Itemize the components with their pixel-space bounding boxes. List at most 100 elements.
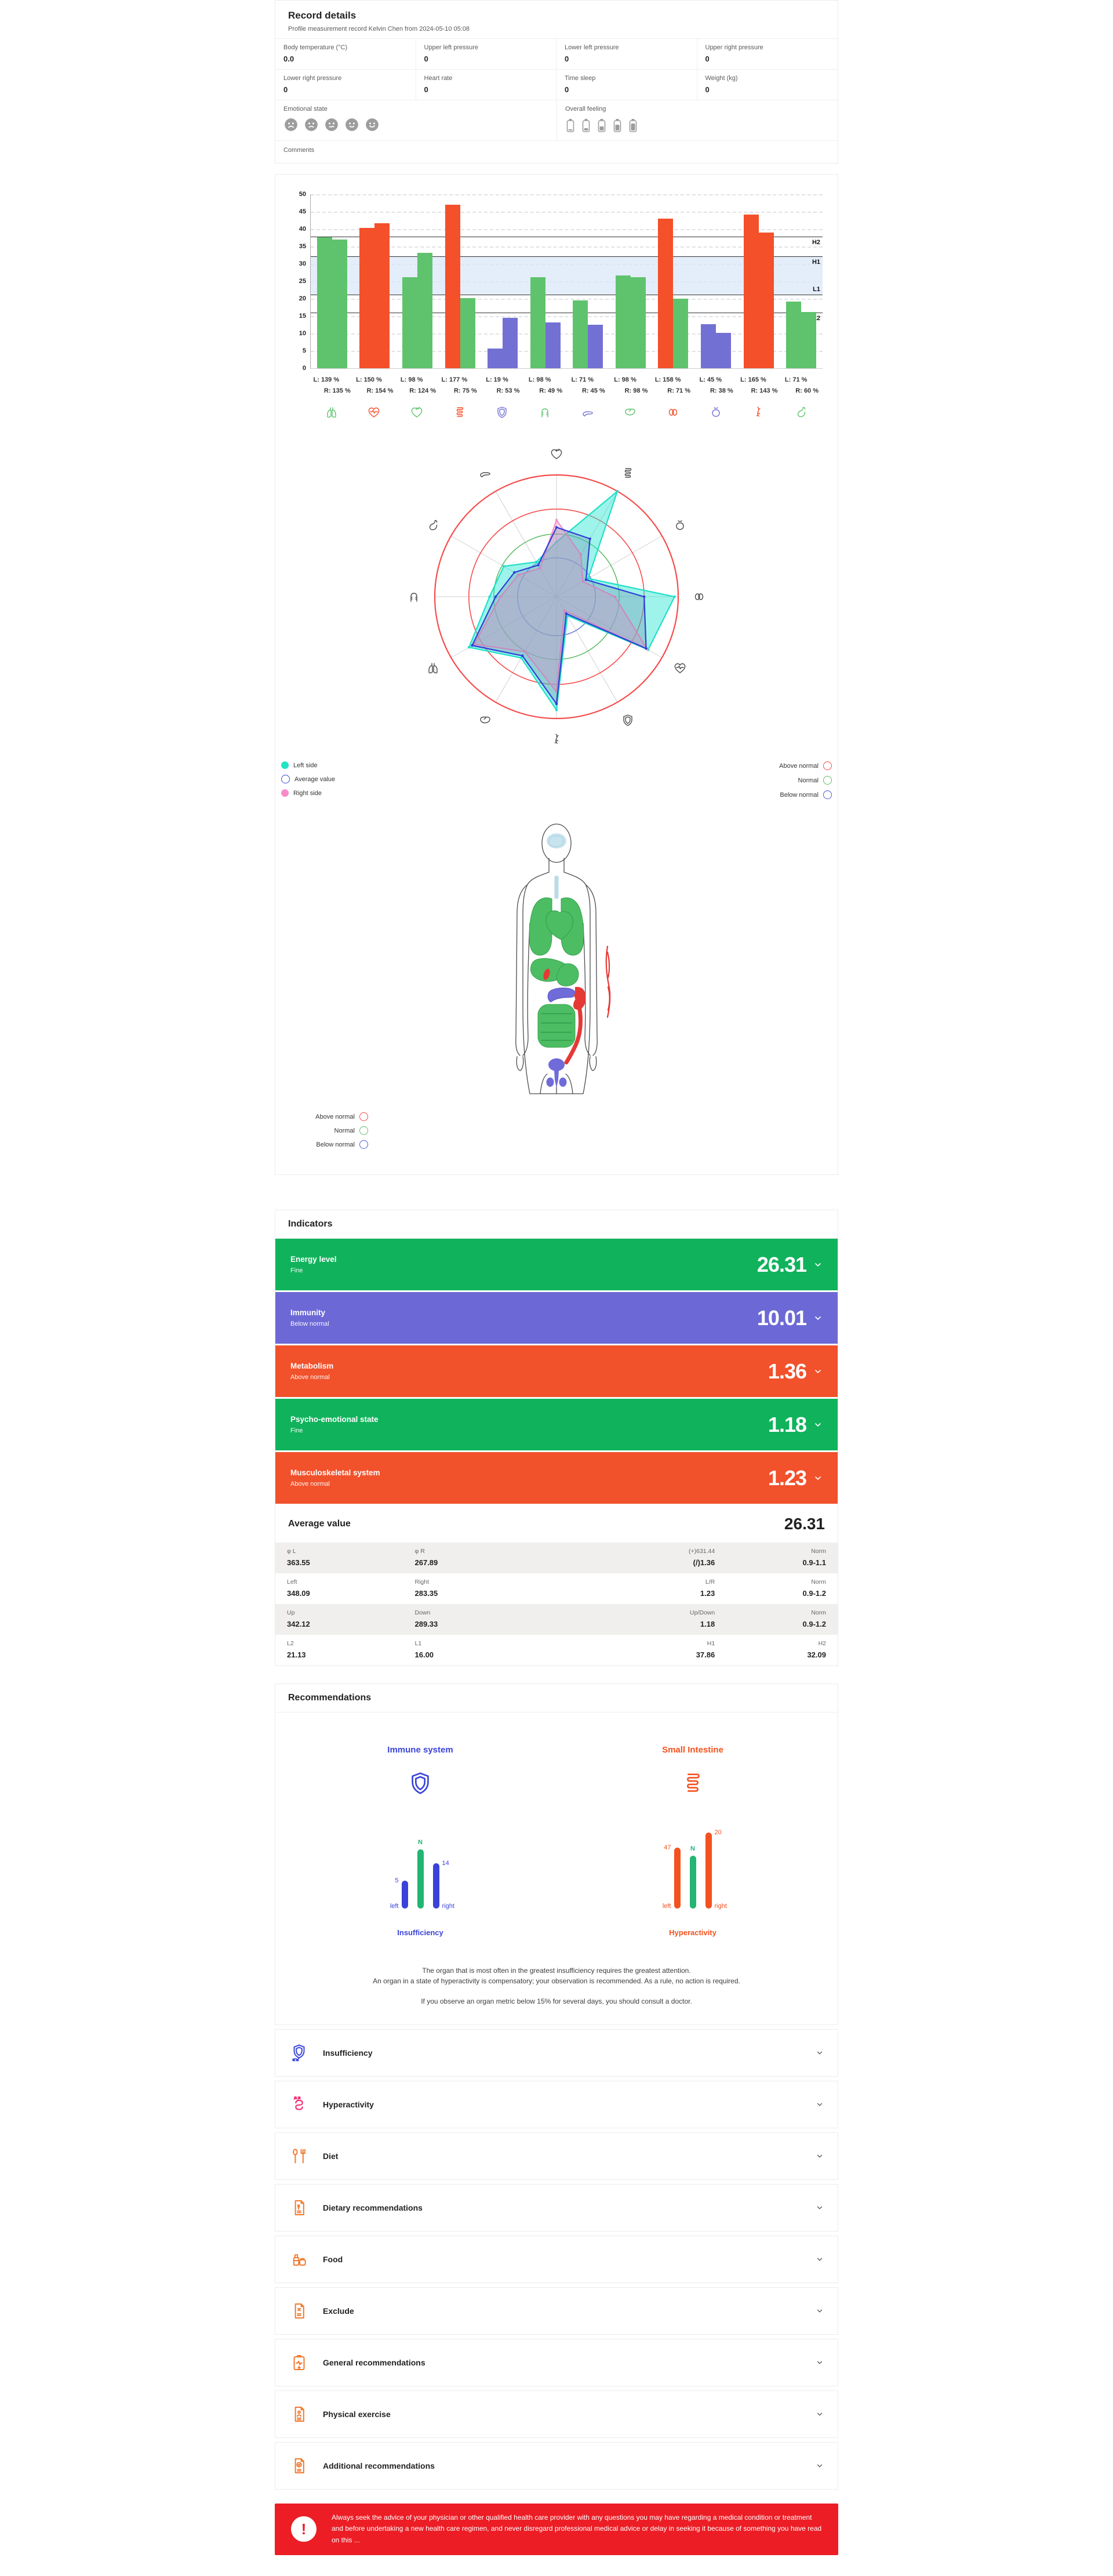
- left-bar[interactable]: [743, 214, 759, 368]
- right-bar[interactable]: [758, 233, 774, 368]
- right-bar[interactable]: [801, 311, 817, 368]
- chevron-down-icon[interactable]: [813, 1420, 823, 1430]
- accordion-insufficiency[interactable]: Insufficiency: [275, 2029, 838, 2077]
- stomach-normal[interactable]: [556, 963, 579, 987]
- legend-item-left-side[interactable]: Left side: [281, 761, 335, 770]
- left-bar[interactable]: [402, 277, 417, 368]
- indicator-row-energy-level[interactable]: Energy level Fine 26.31: [275, 1239, 838, 1291]
- right-bar[interactable]: [673, 299, 689, 368]
- accordion-physical-exercise[interactable]: Physical exercise: [275, 2390, 838, 2438]
- chevron-down-icon[interactable]: [813, 1367, 823, 1376]
- right-bar[interactable]: [332, 240, 347, 368]
- chevron-down-icon[interactable]: [816, 2462, 824, 2470]
- battery-level-2-icon[interactable]: [581, 117, 591, 133]
- bar-group-small-intestine[interactable]: [439, 194, 482, 368]
- accordion-hyperactivity[interactable]: Hyperactivity: [275, 2080, 838, 2128]
- accordion-additional-recommendations[interactable]: Additional recommendations: [275, 2441, 838, 2490]
- bar-chart-organ-icons: [310, 405, 823, 419]
- right-bar[interactable]: [588, 325, 603, 368]
- bar-group-kidneys[interactable]: [652, 194, 695, 368]
- bar-group-pancreas[interactable]: [567, 194, 610, 368]
- indicator-row-psycho-emotional-state[interactable]: Psycho-emotional state Fine 1.18: [275, 1399, 838, 1451]
- bladder-icon: [676, 520, 684, 531]
- chevron-down-icon[interactable]: [813, 1314, 823, 1323]
- chevron-down-icon[interactable]: [816, 2307, 824, 2315]
- chevron-down-icon[interactable]: [816, 2204, 824, 2212]
- accordion-food[interactable]: Food: [275, 2235, 838, 2283]
- accordion-dietary-recommendations[interactable]: Dietary recommendations: [275, 2183, 838, 2232]
- battery-level-5-icon[interactable]: [628, 117, 638, 133]
- face-neutral-icon[interactable]: [324, 117, 339, 132]
- left-bar[interactable]: [317, 237, 332, 368]
- right-bar[interactable]: [716, 332, 732, 368]
- bar-group-bladder[interactable]: [694, 194, 737, 368]
- bar-group-label-immune-system: L: 19 % R: 53 %: [486, 376, 520, 394]
- face-smile-icon[interactable]: [344, 117, 359, 132]
- chevron-down-icon[interactable]: [813, 1474, 823, 1483]
- battery-level-3-icon[interactable]: [596, 117, 607, 133]
- bar-group-stomach[interactable]: [780, 194, 823, 368]
- battery-level-4-icon[interactable]: [612, 117, 623, 133]
- arm-vessels-above-normal[interactable]: [605, 946, 611, 1018]
- chevron-down-icon[interactable]: [816, 2100, 824, 2109]
- accordion-exclude[interactable]: Exclude: [275, 2287, 838, 2335]
- left-bar[interactable]: [658, 219, 674, 368]
- face-very-sad-icon[interactable]: [283, 117, 299, 132]
- indicator-row-immunity[interactable]: Immunity Below normal 10.01: [275, 1292, 838, 1344]
- chevron-down-icon[interactable]: [816, 2049, 824, 2057]
- heart-icon: [551, 449, 562, 460]
- left-bar[interactable]: [530, 277, 545, 368]
- bladder-below-normal[interactable]: [546, 1058, 567, 1089]
- legend-item-average-value[interactable]: Average value: [281, 775, 335, 784]
- left-bar[interactable]: [701, 324, 716, 368]
- accordion-list: Insufficiency Hyperactivity Diet Dietary…: [275, 2029, 838, 2490]
- right-bar[interactable]: [460, 297, 475, 368]
- comments-row[interactable]: Comments: [275, 141, 838, 163]
- chevron-down-icon[interactable]: [816, 2410, 824, 2418]
- bar-group-label-stomach: L: 71 % R: 60 %: [784, 376, 819, 394]
- indicator-row-metabolism[interactable]: Metabolism Above normal 1.36: [275, 1345, 838, 1398]
- bar-group-liver[interactable]: [609, 194, 652, 368]
- legend-item-right-side[interactable]: Right side: [281, 789, 335, 797]
- bar-group-vessels[interactable]: [737, 194, 780, 368]
- bar-group-lungs[interactable]: [311, 194, 354, 368]
- left-bar[interactable]: [786, 301, 802, 368]
- indicator-row-musculoskeletal-system[interactable]: Musculoskeletal system Above normal 1.23: [275, 1452, 838, 1504]
- accordion-general-recommendations[interactable]: General recommendations: [275, 2338, 838, 2386]
- bar-group-immune-system[interactable]: [481, 194, 524, 368]
- chevron-down-icon[interactable]: [816, 2255, 824, 2263]
- bar-group-large-intestine[interactable]: [524, 194, 567, 368]
- left-bar[interactable]: [573, 300, 588, 368]
- left-bar[interactable]: [359, 228, 375, 368]
- bar-group-heart[interactable]: [396, 194, 439, 368]
- trachea[interactable]: [554, 876, 559, 899]
- colon-segment-above-normal[interactable]: [564, 993, 583, 1065]
- face-happy-icon[interactable]: [365, 117, 380, 132]
- accordion-diet[interactable]: Diet: [275, 2132, 838, 2180]
- heart-normal[interactable]: [545, 910, 573, 940]
- right-bar[interactable]: [417, 252, 432, 368]
- left-bar[interactable]: [445, 205, 460, 368]
- chevron-down-icon[interactable]: [816, 2152, 824, 2160]
- field-label: Time sleep: [565, 75, 596, 82]
- brain[interactable]: [547, 833, 566, 849]
- right-bar[interactable]: [630, 277, 646, 368]
- right-bar[interactable]: [503, 318, 518, 368]
- pancreas-icon: [583, 411, 593, 417]
- legend-swatch: [359, 1126, 368, 1135]
- chevron-down-icon[interactable]: [813, 1260, 823, 1269]
- kidney-above-normal[interactable]: [573, 987, 586, 1010]
- pancreas-below-normal[interactable]: [547, 988, 576, 1003]
- chevron-down-icon[interactable]: [816, 2359, 824, 2367]
- face-sad-icon[interactable]: [304, 117, 319, 132]
- battery-level-1-icon[interactable]: [565, 117, 576, 133]
- bar-group-cardiovascular[interactable]: [354, 194, 397, 368]
- right-bar[interactable]: [545, 322, 561, 368]
- gallbladder-above-normal[interactable]: [542, 968, 551, 981]
- right-bar[interactable]: [374, 223, 390, 368]
- intestines-normal[interactable]: [537, 1004, 576, 1048]
- average-cell: φ R 267.89: [414, 1548, 438, 1568]
- left-bar[interactable]: [615, 275, 631, 368]
- left-bar[interactable]: [488, 349, 503, 368]
- field-label: Lower left pressure: [565, 44, 619, 51]
